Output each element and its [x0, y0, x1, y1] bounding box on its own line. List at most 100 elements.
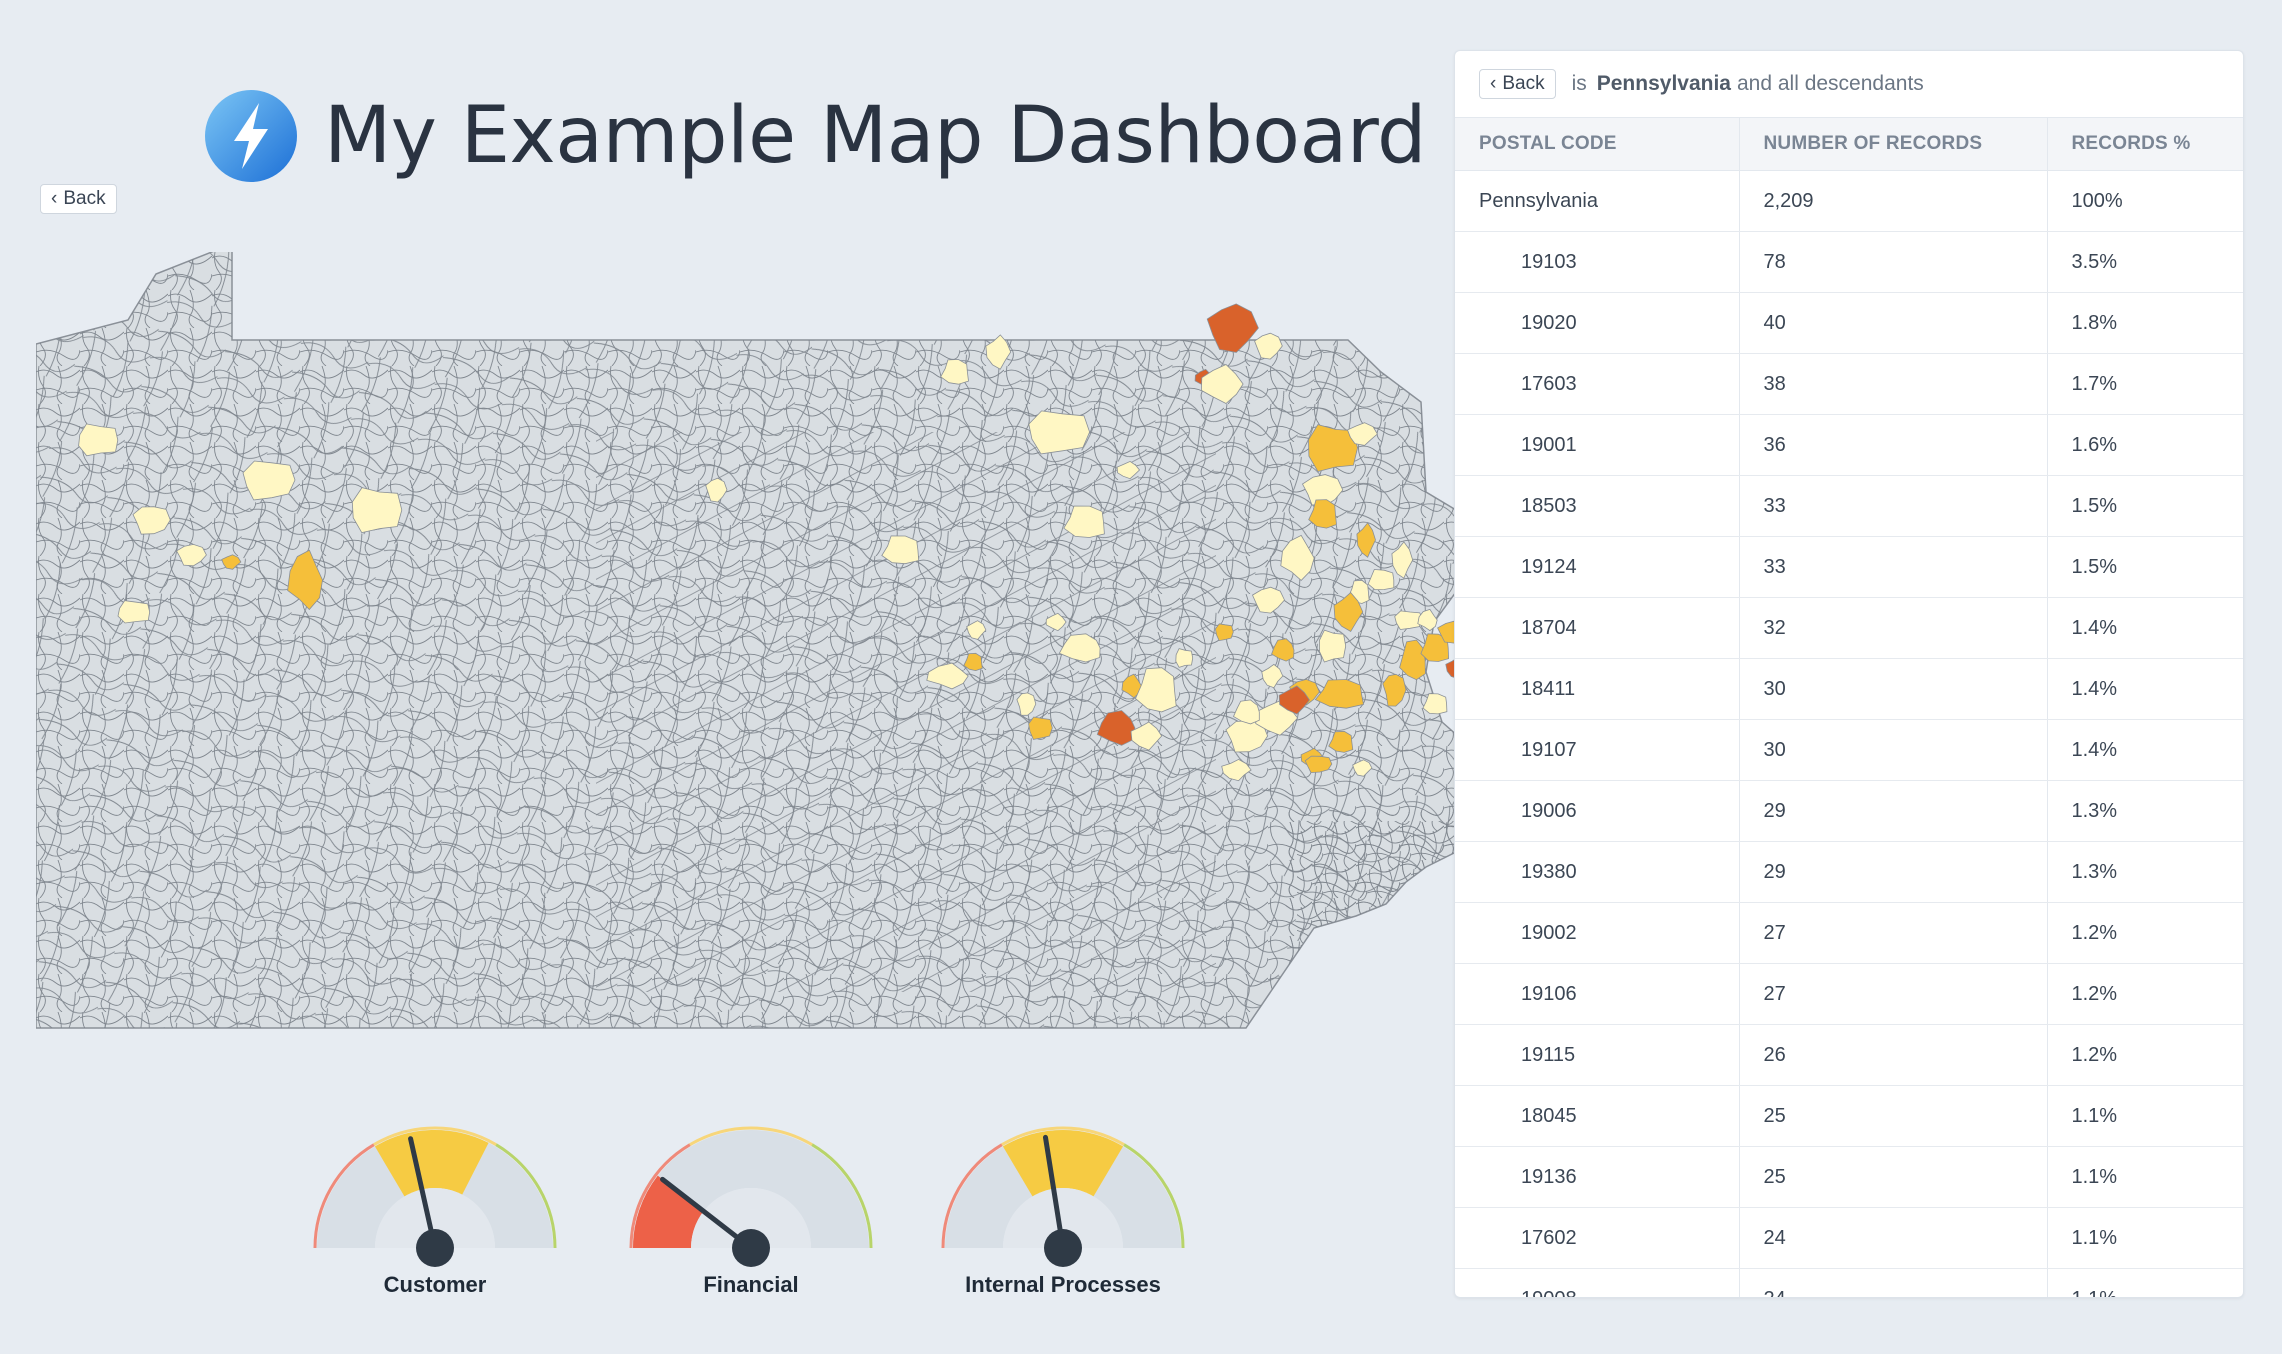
table-row[interactable]: 19115 26 1.2%: [1455, 1024, 2243, 1086]
zip-region[interactable]: [1096, 710, 1136, 746]
zip-region[interactable]: [117, 600, 151, 624]
table-row[interactable]: 18411 30 1.4%: [1455, 658, 2243, 720]
zip-region[interactable]: [1280, 534, 1315, 581]
zip-region[interactable]: [881, 535, 920, 565]
zip-region[interactable]: [940, 359, 969, 385]
table-row[interactable]: 18704 32 1.4%: [1455, 597, 2243, 659]
table-row[interactable]: 19103 78 3.5%: [1455, 231, 2243, 293]
postal-code-cell: 19001: [1455, 414, 1739, 476]
zip-region[interactable]: [926, 662, 969, 690]
records-percent-cell: 1.1%: [2046, 1268, 2243, 1297]
zip-region[interactable]: [1214, 623, 1234, 642]
zip-region[interactable]: [1391, 541, 1414, 579]
zip-region[interactable]: [1028, 410, 1091, 455]
zip-region[interactable]: [1221, 758, 1252, 782]
map-back-button[interactable]: ‹ Back: [40, 184, 117, 214]
zip-region[interactable]: [1422, 693, 1448, 715]
zip-region[interactable]: [1200, 364, 1244, 404]
records-percent-cell: 1.8%: [2046, 292, 2243, 354]
zip-region[interactable]: [1314, 679, 1364, 709]
zip-region[interactable]: [1333, 592, 1364, 632]
table-row[interactable]: 19001 36 1.6%: [1455, 414, 2243, 476]
zip-region[interactable]: [1417, 608, 1438, 632]
zip-region[interactable]: [132, 506, 171, 535]
zip-region[interactable]: [1130, 721, 1163, 751]
table-row[interactable]: 19106 27 1.2%: [1455, 963, 2243, 1025]
gauge-customer: Customer: [300, 1100, 570, 1300]
postal-code-cell: Pennsylvania: [1455, 170, 1739, 232]
gauge-internal-processes: Internal Processes: [928, 1100, 1198, 1300]
zip-region[interactable]: [1254, 332, 1283, 360]
records-percent-cell: 1.4%: [2046, 597, 2243, 659]
table-row[interactable]: 18503 33 1.5%: [1455, 475, 2243, 537]
zip-region[interactable]: [1382, 673, 1407, 707]
records-percent-cell: 1.1%: [2046, 1146, 2243, 1208]
zip-region[interactable]: [351, 487, 403, 534]
chevron-left-icon: ‹: [51, 188, 58, 209]
postal-code-cell: 19002: [1455, 902, 1739, 964]
records-percent-cell: 3.5%: [2046, 231, 2243, 293]
zip-region[interactable]: [1352, 759, 1373, 777]
table-row[interactable]: 19006 29 1.3%: [1455, 780, 2243, 842]
records-percent-cell: 100%: [2046, 170, 2243, 232]
table-row[interactable]: 19124 33 1.5%: [1455, 536, 2243, 598]
zip-region[interactable]: [1318, 629, 1347, 663]
zip-region[interactable]: [1304, 755, 1333, 774]
zip-region[interactable]: [966, 620, 987, 640]
zip-region[interactable]: [1399, 639, 1426, 681]
zip-region[interactable]: [1206, 303, 1259, 353]
table-row[interactable]: 19136 25 1.1%: [1455, 1146, 2243, 1208]
zip-region[interactable]: [1232, 699, 1260, 725]
records-count-cell: 24: [1738, 1268, 2047, 1297]
zip-region[interactable]: [1063, 505, 1105, 538]
zip-region[interactable]: [1175, 648, 1194, 668]
table-row[interactable]: 19380 29 1.3%: [1455, 841, 2243, 903]
zip-region[interactable]: [1308, 424, 1358, 472]
postal-code-cell: 18704: [1455, 597, 1739, 659]
table-row[interactable]: 19002 27 1.2%: [1455, 902, 2243, 964]
map-back-label: Back: [63, 188, 106, 209]
zip-region[interactable]: [1394, 610, 1423, 630]
table-row[interactable]: 18045 25 1.1%: [1455, 1085, 2243, 1147]
table-row-total[interactable]: Pennsylvania 2,209 100%: [1455, 170, 2243, 232]
zip-region[interactable]: [1016, 692, 1037, 716]
panel-back-button[interactable]: ‹ Back: [1479, 69, 1556, 99]
postal-code-cell: 19380: [1455, 841, 1739, 903]
zip-region[interactable]: [1261, 663, 1284, 689]
zip-region[interactable]: [1271, 638, 1295, 662]
zip-region[interactable]: [1028, 716, 1053, 740]
gauge-band-mid: [689, 1126, 813, 1147]
column-header-postal-code[interactable]: POSTAL CODE: [1455, 118, 1739, 171]
zip-region[interactable]: [287, 549, 323, 611]
zip-region[interactable]: [985, 334, 1012, 370]
column-header-number-of-records[interactable]: NUMBER OF RECORDS: [1738, 118, 2047, 171]
zip-region[interactable]: [1367, 569, 1395, 591]
filter-suffix: and all descendants: [1736, 72, 1924, 95]
gauge-financial: Financial: [616, 1100, 886, 1300]
zip-region[interactable]: [221, 554, 242, 570]
zip-region[interactable]: [1058, 633, 1101, 663]
zip-region[interactable]: [1356, 522, 1376, 558]
zip-region[interactable]: [1251, 586, 1285, 614]
table-row[interactable]: 17602 24 1.1%: [1455, 1207, 2243, 1269]
zip-region[interactable]: [705, 477, 728, 503]
zip-region[interactable]: [1346, 422, 1378, 446]
zip-region[interactable]: [1328, 730, 1354, 753]
zip-region[interactable]: [1116, 460, 1141, 480]
zip-region[interactable]: [1278, 685, 1310, 715]
zip-region[interactable]: [242, 460, 296, 501]
column-header-records-percent[interactable]: RECORDS %: [2046, 118, 2243, 171]
zip-region[interactable]: [963, 652, 983, 672]
zip-region[interactable]: [1308, 499, 1337, 529]
zip-region[interactable]: [78, 423, 119, 457]
zip-region[interactable]: [1135, 667, 1177, 713]
table-row[interactable]: 17603 38 1.7%: [1455, 353, 2243, 415]
filter-value[interactable]: Pennsylvania: [1596, 72, 1731, 95]
table-row[interactable]: 19008241.1%: [1455, 1268, 2243, 1297]
table-row[interactable]: 19107 30 1.4%: [1455, 719, 2243, 781]
table-row[interactable]: 19020 40 1.8%: [1455, 292, 2243, 354]
records-percent-cell: 1.7%: [2046, 353, 2243, 415]
zip-region[interactable]: [176, 543, 207, 567]
zip-region[interactable]: [1045, 612, 1067, 632]
pennsylvania-choropleth-map[interactable]: [36, 252, 1516, 1038]
